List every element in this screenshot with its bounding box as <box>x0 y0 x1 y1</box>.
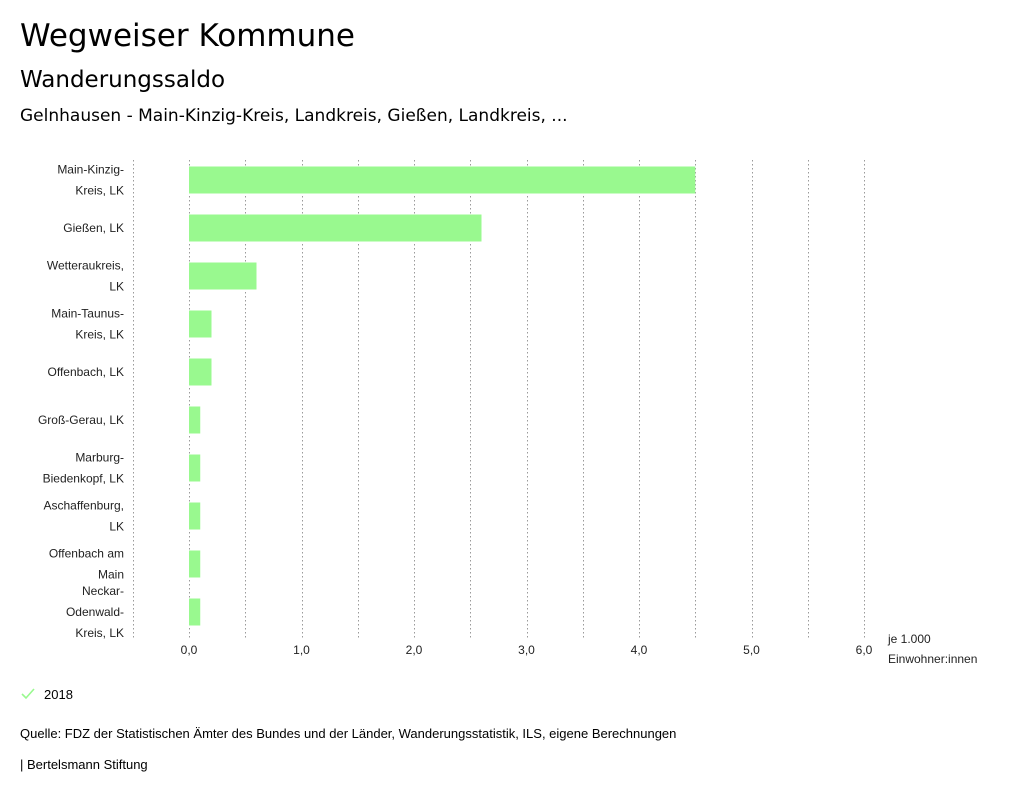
bar-chart: 0,0 1,0 2,0 3,0 4,0 5,0 6,0 je 1.000 Einwohner:i… <box>38 160 977 666</box>
category-label: Biedenkopf, LK <box>43 472 124 486</box>
category-label: Main-Kinzig- <box>57 163 124 177</box>
chart-subtitle: Wanderungssaldo <box>20 67 226 93</box>
bar-6 <box>189 454 201 482</box>
publisher-note: | Bertelsmann Stiftung <box>20 757 148 772</box>
category-label: Marburg- <box>75 451 124 465</box>
page-title: Wegweiser Kommune <box>20 18 355 54</box>
legend-label-2018: 2018 <box>44 686 73 702</box>
legend-check-icon <box>21 688 35 700</box>
bar-2 <box>189 262 257 290</box>
bar-1 <box>189 214 482 242</box>
bar-5 <box>189 406 201 434</box>
category-label: Neckar- <box>82 584 124 598</box>
x-axis-unit-label: je 1.000 <box>887 632 931 646</box>
bar-0 <box>189 166 696 194</box>
legend[interactable]: 2018 <box>20 686 73 702</box>
category-label: Groß-Gerau, LK <box>38 413 124 427</box>
bar-4 <box>189 358 212 386</box>
bar-3 <box>189 310 212 338</box>
bar-9 <box>189 598 201 626</box>
category-label: Aschaffenburg, <box>43 499 124 513</box>
x-tick-label: 0,0 <box>181 643 198 657</box>
bar-8 <box>189 550 201 578</box>
x-axis-unit-label: Einwohner:innen <box>888 652 977 666</box>
x-tick-label: 4,0 <box>631 643 648 657</box>
x-tick-label: 5,0 <box>743 643 760 657</box>
category-label: Kreis, LK <box>75 626 124 640</box>
category-label: LK <box>109 520 124 534</box>
bar-7 <box>189 502 201 530</box>
category-label: Kreis, LK <box>75 184 124 198</box>
category-label: Offenbach, LK <box>48 365 125 379</box>
category-label: Offenbach am <box>49 547 124 561</box>
region-filter-label: Gelnhausen - Main-Kinzig-Kreis, Landkrei… <box>20 106 568 126</box>
category-label: Main-Taunus- <box>51 307 124 321</box>
category-label: Kreis, LK <box>75 328 124 342</box>
category-label: LK <box>109 280 124 294</box>
source-note: Quelle: FDZ der Statistischen Ämter des … <box>20 726 677 741</box>
x-tick-label: 1,0 <box>293 643 310 657</box>
category-label: Gießen, LK <box>63 221 124 235</box>
x-tick-label: 6,0 <box>856 643 873 657</box>
x-tick-label: 3,0 <box>518 643 535 657</box>
category-label: Wetteraukreis, <box>47 259 124 273</box>
category-label: Odenwald- <box>66 605 124 619</box>
x-tick-label: 2,0 <box>406 643 423 657</box>
category-label: Main <box>98 568 124 582</box>
